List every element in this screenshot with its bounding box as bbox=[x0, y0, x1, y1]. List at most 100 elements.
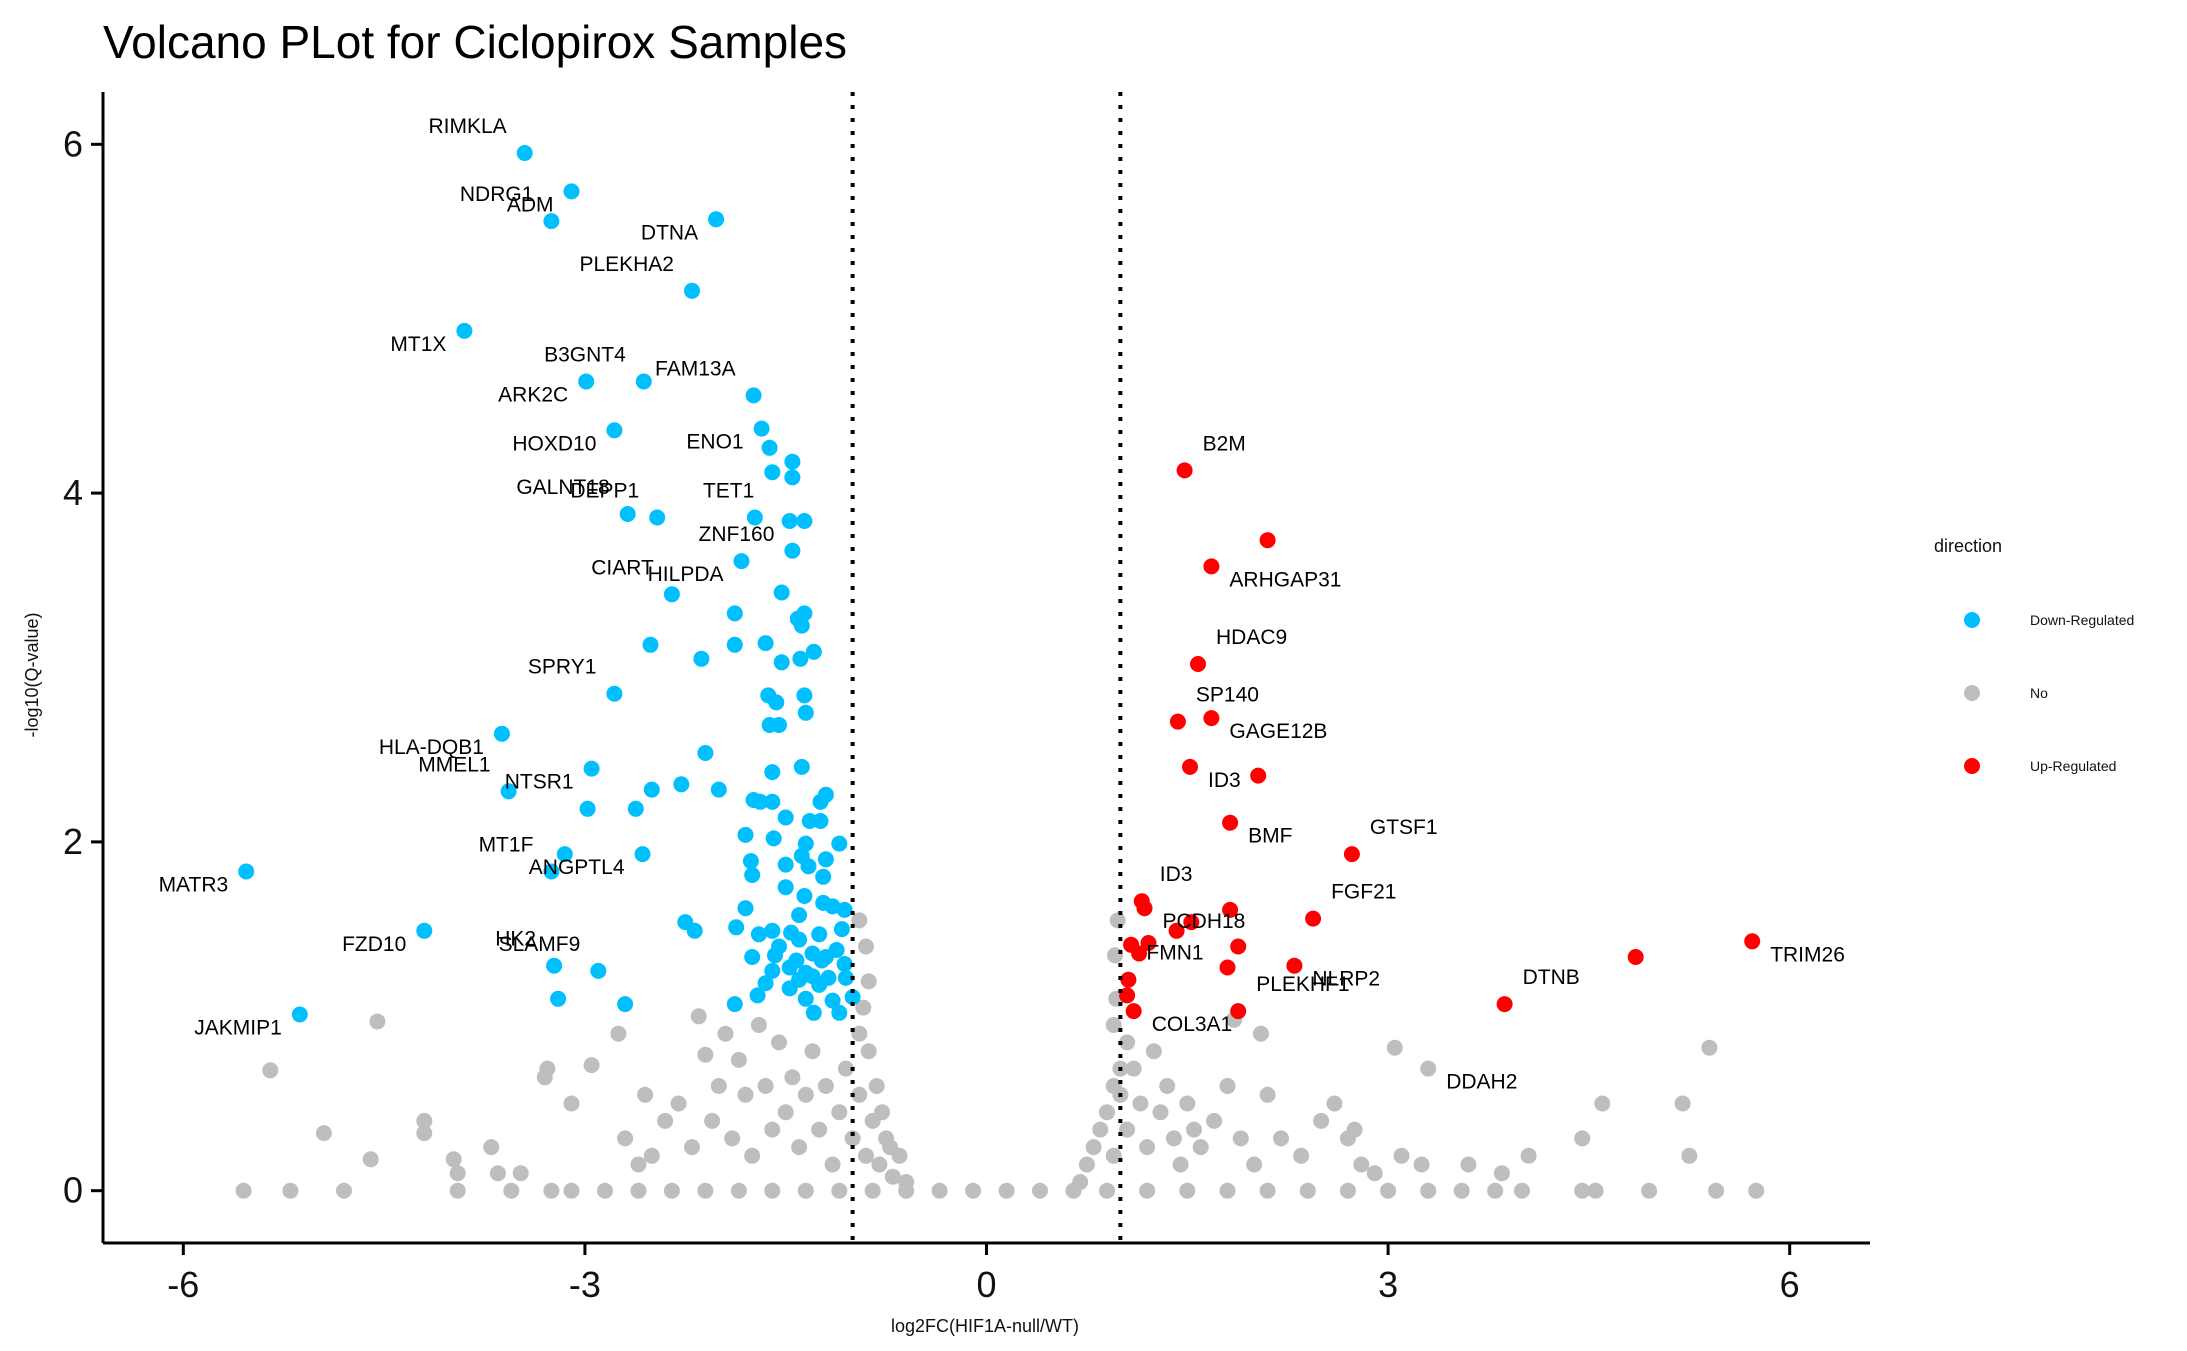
point-no bbox=[724, 1130, 741, 1147]
point-no bbox=[315, 1125, 332, 1142]
point-no bbox=[804, 1043, 821, 1060]
point-no bbox=[1587, 1182, 1604, 1199]
point-no bbox=[1366, 1165, 1383, 1182]
point-up-regulated bbox=[1343, 846, 1360, 863]
point-no bbox=[851, 1086, 868, 1103]
point-up-regulated bbox=[1219, 959, 1236, 976]
point-no bbox=[1346, 1121, 1363, 1138]
point-down-regulated bbox=[733, 553, 750, 570]
x-tick-label: 6 bbox=[1780, 1264, 1800, 1305]
point-down-regulated bbox=[791, 907, 808, 924]
point-no bbox=[1420, 1060, 1437, 1077]
point-up-regulated bbox=[1136, 900, 1153, 917]
point-no bbox=[837, 1060, 854, 1077]
point-no bbox=[764, 1121, 781, 1138]
point-no bbox=[1594, 1095, 1611, 1112]
point-down-regulated bbox=[805, 643, 822, 660]
point-down-regulated bbox=[811, 976, 828, 993]
point-no bbox=[282, 1182, 299, 1199]
gene-label: ADM bbox=[507, 193, 554, 216]
point-no bbox=[1380, 1182, 1397, 1199]
gene-label: ZNF160 bbox=[699, 523, 775, 546]
point-down-regulated bbox=[673, 776, 690, 793]
point-down-regulated bbox=[800, 858, 817, 875]
gene-label: ANGPTL4 bbox=[529, 856, 625, 879]
point-down-regulated bbox=[745, 387, 762, 404]
point-down-regulated bbox=[684, 282, 700, 299]
point-no bbox=[737, 1086, 754, 1103]
point-down-regulated bbox=[781, 980, 798, 997]
point-no bbox=[710, 1078, 727, 1094]
point-no bbox=[449, 1165, 466, 1182]
point-down-regulated bbox=[784, 453, 801, 470]
axes: -6 -3 0 3 6 0 2 4 6 bbox=[63, 92, 1870, 1305]
point-no bbox=[965, 1182, 982, 1199]
point-no bbox=[855, 999, 872, 1016]
point-down-regulated bbox=[837, 969, 854, 986]
gene-label: SP140 bbox=[1196, 684, 1259, 707]
point-down-regulated bbox=[761, 439, 778, 456]
point-up-regulated bbox=[1203, 558, 1220, 575]
gene-label: PCDH18 bbox=[1163, 910, 1246, 933]
gene-label: JAKMIP1 bbox=[194, 1017, 282, 1040]
point-up-regulated bbox=[1230, 1003, 1247, 1020]
point-no bbox=[697, 1046, 714, 1063]
legend-label: Up-Regulated bbox=[2030, 758, 2116, 774]
point-down-regulated bbox=[777, 879, 794, 896]
point-no bbox=[1078, 1156, 1095, 1173]
point-down-regulated bbox=[710, 781, 727, 798]
point-down-regulated bbox=[777, 809, 794, 826]
point-down-regulated bbox=[797, 990, 814, 1007]
point-up-regulated bbox=[1119, 987, 1136, 1004]
point-down-regulated bbox=[744, 867, 761, 883]
point-no bbox=[1574, 1130, 1591, 1147]
point-no bbox=[860, 1043, 877, 1060]
point-no bbox=[1072, 1174, 1089, 1190]
points-layer bbox=[235, 145, 1765, 1199]
point-no bbox=[597, 1182, 613, 1199]
point-no bbox=[860, 973, 877, 990]
x-tick-label: -6 bbox=[167, 1264, 199, 1305]
gene-label: FMN1 bbox=[1146, 942, 1203, 965]
point-down-regulated bbox=[749, 987, 766, 1004]
gene-label: HOXD10 bbox=[512, 432, 596, 455]
point-no bbox=[1641, 1182, 1658, 1199]
gene-label: MATR3 bbox=[159, 874, 229, 897]
point-no bbox=[1107, 947, 1123, 964]
point-down-regulated bbox=[773, 584, 790, 601]
point-down-regulated bbox=[811, 926, 828, 943]
point-no bbox=[262, 1062, 279, 1079]
point-up-regulated bbox=[1230, 938, 1247, 955]
point-down-regulated bbox=[793, 617, 810, 634]
point-down-regulated bbox=[757, 635, 774, 652]
point-no bbox=[998, 1182, 1015, 1199]
point-up-regulated bbox=[1627, 949, 1644, 965]
point-no bbox=[1246, 1156, 1263, 1173]
point-no bbox=[503, 1182, 520, 1199]
point-down-regulated bbox=[797, 835, 814, 852]
point-no bbox=[1493, 1165, 1510, 1182]
point-down-regulated bbox=[791, 931, 808, 948]
point-up-regulated bbox=[1496, 996, 1513, 1013]
point-down-regulated bbox=[793, 758, 810, 775]
point-no bbox=[1105, 1078, 1122, 1094]
point-no bbox=[1099, 1182, 1115, 1199]
point-no bbox=[831, 1104, 848, 1121]
point-no bbox=[690, 1008, 707, 1025]
gene-label: GAGE12B bbox=[1229, 720, 1327, 743]
point-no bbox=[1206, 1112, 1223, 1129]
point-no bbox=[851, 1025, 868, 1042]
point-no bbox=[1353, 1156, 1370, 1173]
point-down-regulated bbox=[784, 469, 801, 486]
point-no bbox=[1708, 1182, 1725, 1199]
point-no bbox=[1119, 1121, 1136, 1138]
gene-label: MT1F bbox=[479, 834, 534, 857]
point-no bbox=[811, 1121, 828, 1138]
point-no bbox=[1219, 1078, 1236, 1094]
point-no bbox=[563, 1095, 580, 1112]
point-down-regulated bbox=[606, 422, 623, 439]
point-no bbox=[1252, 1025, 1269, 1042]
gene-label: NLRP2 bbox=[1312, 968, 1380, 991]
point-no bbox=[764, 1182, 781, 1199]
gene-label: ID3 bbox=[1208, 769, 1241, 792]
